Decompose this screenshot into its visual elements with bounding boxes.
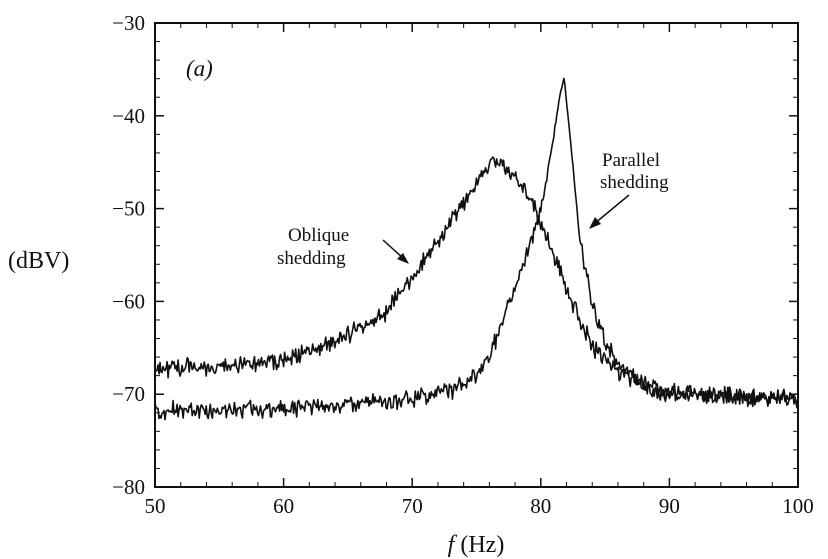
x-axis-label-var: f [448, 532, 458, 558]
series-line-oblique [154, 156, 799, 409]
x-axis-label: f (Hz) [448, 532, 505, 558]
parallel-annotation-line2: shedding [600, 172, 669, 193]
y-tick-label: −70 [112, 382, 145, 406]
y-tick-label: −80 [112, 475, 145, 499]
y-tick-label: −40 [112, 104, 145, 128]
parallel-annotation-line1: Parallel [602, 150, 660, 171]
plot-frame [154, 22, 799, 488]
axis-ticks: 50 60 70 80 90 100 −30 −40 −50 −60 −70 −80 [112, 11, 814, 518]
x-axis-label-unit: (Hz) [454, 532, 504, 558]
panel-label: (a) [186, 56, 213, 81]
y-axis-label: (dBV) [8, 248, 69, 274]
x-tick-label: 100 [782, 494, 814, 518]
y-tick-label: −30 [112, 11, 145, 35]
x-tick-label: 50 [145, 494, 166, 518]
parallel-arrow [593, 194, 630, 225]
series-line-parallel [154, 77, 799, 421]
oblique-arrowhead [397, 253, 409, 264]
y-tick-label: −50 [112, 197, 145, 221]
x-tick-label: 80 [530, 494, 551, 518]
x-tick-label: 70 [402, 494, 423, 518]
oblique-annotation-line1: Oblique [288, 225, 349, 246]
series-group [154, 77, 799, 421]
x-tick-label: 60 [273, 494, 294, 518]
y-tick-label: −60 [112, 289, 145, 313]
oblique-annotation-line2: shedding [277, 248, 346, 269]
x-tick-label: 90 [659, 494, 680, 518]
parallel-arrowhead [589, 217, 601, 229]
